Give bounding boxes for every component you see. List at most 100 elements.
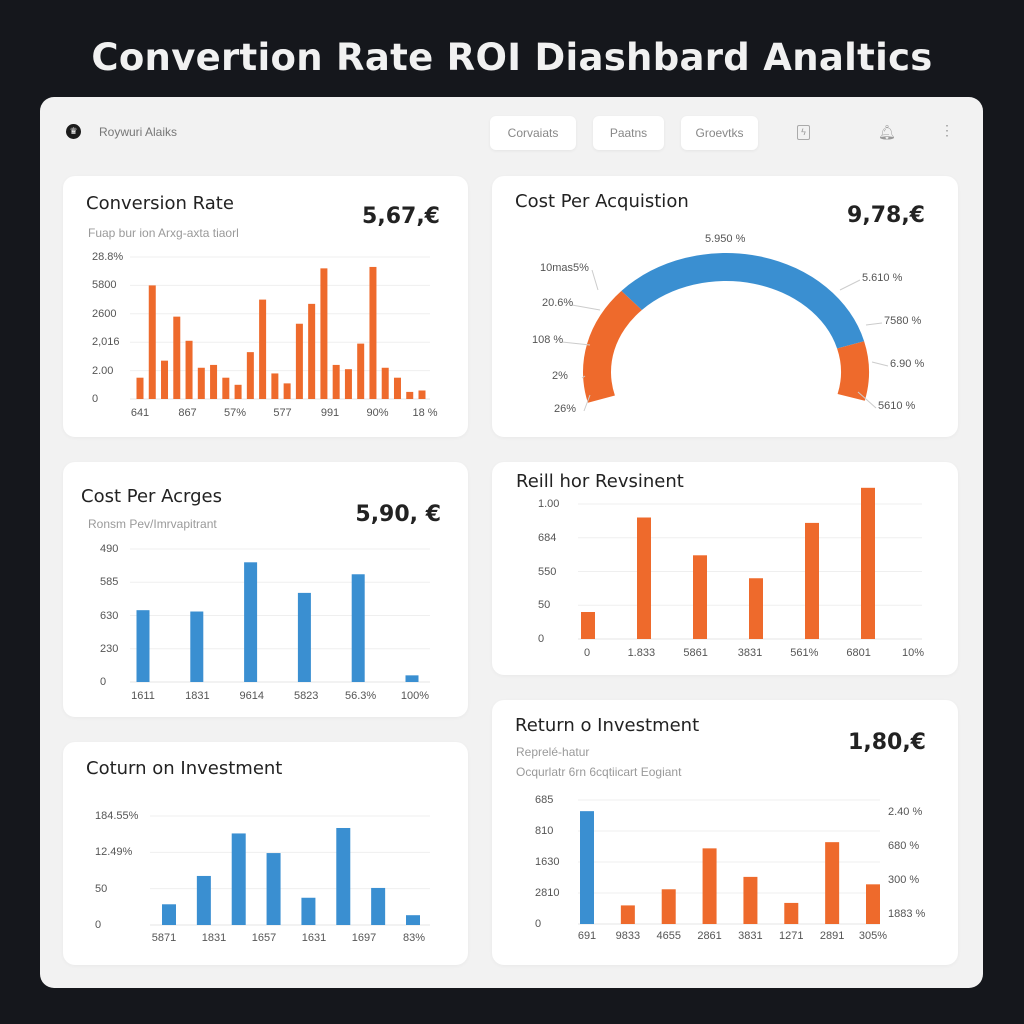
x-tick-label: 6801: [846, 647, 871, 659]
y-tick-label-right: 1883 %: [888, 908, 926, 920]
card-cost-per-acrges: [63, 462, 468, 717]
y-tick-label: 490: [100, 543, 119, 555]
page-title: Convertion Rate ROI Diashbard Analtics: [91, 36, 933, 79]
x-tick-label: 5871: [151, 932, 177, 944]
y-tick-label: 550: [538, 565, 557, 578]
x-tick-label: 90%: [366, 407, 389, 419]
gauge-label-top: 5.950 %: [705, 233, 746, 245]
card-title: Conversion Rate: [86, 193, 234, 214]
x-tick-label: 1831: [185, 690, 210, 702]
card-title: Coturn on Investment: [86, 758, 283, 779]
x-tick-label: 83%: [402, 932, 426, 944]
x-tick-label: 2891: [819, 930, 845, 942]
x-tick-label: 3831: [737, 647, 763, 659]
y-tick-label-right: 680 %: [888, 840, 920, 852]
card-value: 1,80,€: [848, 730, 926, 755]
x-tick-label: 1657: [251, 932, 277, 944]
x-tick-label: 5823: [293, 690, 319, 702]
card-title: Reill hor Revsinent: [516, 471, 684, 492]
x-tick-label: 1831: [201, 932, 227, 944]
x-tick-label: 57%: [223, 407, 247, 419]
x-tick-label: 867: [178, 407, 197, 419]
y-tick-label: 0: [535, 918, 542, 930]
x-tick-label: 691: [577, 930, 597, 942]
nav-button-3[interactable]: Groevtks: [681, 116, 758, 150]
y-tick-label: 2,016: [92, 336, 120, 349]
y-tick-label: 0: [538, 633, 545, 645]
x-tick-label: 2861: [697, 930, 722, 942]
x-tick-label: 56.3%: [344, 690, 377, 702]
y-tick-label: 5800: [92, 279, 117, 292]
card-subtitle: Reprelé-hatur: [516, 745, 590, 759]
y-tick-label: 230: [100, 642, 119, 655]
y-tick-label: 50: [95, 882, 108, 895]
card-value: 9,78,€: [847, 203, 925, 228]
x-tick-label: 9833: [615, 930, 641, 942]
y-tick-label: 2.00: [92, 364, 114, 377]
card-return-investment: [492, 700, 958, 965]
x-tick-label: 991: [320, 407, 340, 419]
card-value: 5,67,€: [362, 204, 440, 229]
x-tick-label: 4655: [656, 930, 681, 942]
card-subtitle: Fuap bur ion Arxg-axta tiaorl: [88, 226, 239, 240]
card-title: Cost Per Acrges: [81, 486, 223, 507]
x-tick-label: 577: [273, 407, 292, 419]
gauge-label-right: 6.90 %: [890, 358, 925, 370]
x-tick-label: 305%: [858, 930, 888, 942]
gauge-label-left: 26%: [554, 403, 577, 415]
y-tick-label: 0: [95, 919, 102, 931]
card-subtitle-2: Ocqurlatr 6rn 6cqtiicart Eogiant: [516, 765, 682, 779]
more-vertical-icon[interactable]: ⋮: [940, 122, 954, 138]
bell-icon[interactable]: 🔔︎: [878, 124, 896, 140]
y-tick-label: 0: [92, 393, 99, 405]
x-tick-label: 641: [130, 407, 150, 419]
y-tick-label: 184.55%: [95, 810, 139, 822]
x-tick-label: 1271: [779, 930, 804, 942]
gauge-label-left: 20.6%: [542, 297, 574, 309]
x-tick-label: 1697: [351, 932, 377, 944]
y-tick-label: 684: [538, 531, 557, 544]
y-tick-label: 630: [100, 609, 119, 622]
y-tick-label: 2600: [92, 307, 117, 320]
x-tick-label: 3831: [738, 930, 763, 942]
x-tick-label: 1631: [301, 932, 327, 944]
y-tick-label: 1.00: [538, 498, 560, 510]
card-reill-revsinent: [492, 462, 958, 675]
x-tick-label: 9614: [239, 690, 265, 702]
y-tick-label: 28.8%: [92, 251, 124, 263]
crown-icon: ♛: [66, 124, 81, 139]
x-tick-label: 1.833: [627, 647, 656, 659]
brand-name: Roywuri Alaiks: [99, 124, 178, 139]
y-tick-label-right: 2.40 %: [888, 806, 923, 818]
card-subtitle: Ronsm Pev/Imrvapitrant: [88, 517, 217, 531]
gauge-label-left: 2%: [552, 370, 568, 382]
y-tick-label: 810: [535, 825, 554, 837]
y-tick-label: 12.49%: [95, 846, 133, 859]
x-tick-label: 100%: [400, 690, 430, 702]
y-tick-label: 2810: [535, 887, 560, 899]
gauge-label-right: 5.610 %: [862, 272, 903, 284]
brand[interactable]: ♛ Roywuri Alaiks: [66, 124, 177, 139]
x-tick-label: 1611: [131, 690, 155, 702]
card-coturn-investment: [63, 742, 468, 965]
card-title: Cost Per Acquistion: [515, 191, 689, 212]
gauge-label-right: 5610 %: [878, 400, 916, 412]
x-tick-label: 561%: [790, 647, 819, 659]
x-tick-label: 18 %: [412, 407, 438, 419]
x-tick-label: 0: [583, 647, 591, 659]
nav-button-1[interactable]: Corvaiats: [490, 116, 576, 150]
card-title: Return o Investment: [515, 715, 700, 736]
x-tick-label: 5861: [683, 647, 708, 659]
y-tick-label: 685: [535, 794, 554, 806]
y-tick-label: 585: [100, 576, 119, 589]
y-tick-label: 50: [538, 599, 551, 612]
card-value: 5,90, €: [355, 502, 441, 527]
nav-button-2[interactable]: Paatns: [593, 116, 664, 150]
calendar-icon[interactable]: ϟ: [797, 125, 810, 140]
x-tick-label: 10%: [901, 647, 925, 659]
y-tick-label: 1630: [535, 856, 560, 868]
gauge-label-right: 7580 %: [884, 315, 922, 327]
y-tick-label-right: 300 %: [888, 874, 920, 886]
y-tick-label: 0: [100, 676, 107, 688]
gauge-label-left: 10mas5%: [540, 262, 589, 274]
